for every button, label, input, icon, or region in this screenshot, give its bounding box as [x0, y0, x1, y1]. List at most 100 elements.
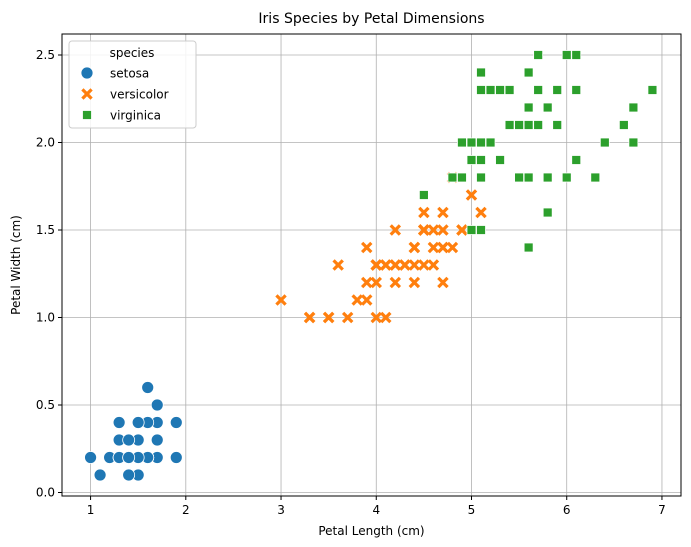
- x-marker-stroke: [427, 224, 440, 236]
- versicolor-point: [408, 259, 421, 271]
- x-marker-stroke: [380, 311, 392, 324]
- x-marker-stroke: [408, 259, 421, 271]
- virginica-point: [476, 67, 486, 78]
- versicolor-point: [475, 206, 487, 219]
- versicolor-point: [370, 259, 382, 271]
- versicolor-point: [446, 241, 459, 254]
- x-marker-stroke: [303, 311, 316, 324]
- virginica-point: [523, 67, 534, 78]
- virginica-point: [457, 137, 467, 148]
- setosa-point: [131, 416, 145, 429]
- y-tick-label: 0.5: [36, 398, 55, 412]
- x-marker-stroke: [465, 189, 478, 201]
- virginica-point: [542, 207, 553, 218]
- versicolor-point: [418, 224, 430, 236]
- virginica-point: [495, 155, 505, 165]
- y-tick-label: 0.0: [36, 486, 55, 500]
- versicolor-point: [465, 189, 478, 201]
- setosa-point: [122, 433, 136, 447]
- virginica-point: [466, 225, 477, 235]
- versicolor-point: [361, 294, 373, 306]
- x-marker-stroke: [408, 241, 421, 254]
- virginica-point: [533, 50, 544, 60]
- versicolor-point: [275, 294, 287, 306]
- plot-area-frame: [61, 33, 682, 497]
- x-marker-stroke: [456, 224, 468, 236]
- versicolor-point: [380, 311, 392, 324]
- series-setosa: [84, 381, 183, 482]
- x-axis-label: Petal Length (cm): [318, 524, 424, 538]
- versicolor-point: [322, 311, 335, 324]
- x-marker-stroke: [370, 259, 382, 271]
- versicolor-point: [370, 311, 382, 324]
- x-marker-stroke: [399, 259, 411, 271]
- virginica-point: [647, 85, 658, 95]
- virginica-point: [542, 172, 553, 183]
- x-marker-stroke: [351, 294, 363, 306]
- virginica-point: [504, 120, 515, 130]
- virginica-point: [485, 137, 496, 148]
- virginica-point: [466, 155, 477, 165]
- versicolor-point: [427, 224, 440, 236]
- setosa-point: [112, 416, 126, 429]
- virginica-point: [457, 172, 467, 183]
- legend-label-virginica: virginica: [110, 109, 161, 123]
- virginica-point: [523, 102, 534, 113]
- legend-marker-setosa: [80, 66, 94, 80]
- versicolor-point: [427, 259, 440, 271]
- virginica-point: [523, 172, 534, 183]
- virginica-point: [533, 120, 544, 130]
- virginica-point: [476, 172, 486, 183]
- versicolor-point: [303, 311, 316, 324]
- versicolor-point: [418, 206, 430, 219]
- x-marker-stroke: [427, 241, 440, 254]
- versicolor-point: [332, 259, 344, 271]
- versicolor-point: [351, 294, 363, 306]
- y-tick-label: 2.0: [36, 136, 55, 150]
- versicolor-point: [389, 276, 402, 289]
- virginica-point: [476, 225, 486, 235]
- versicolor-point: [437, 224, 449, 236]
- versicolor-point: [408, 276, 421, 289]
- y-tick-label: 2.5: [36, 48, 55, 62]
- x-marker-stroke: [437, 241, 449, 254]
- y-tick-label: 1.5: [36, 223, 55, 237]
- legend-box: [68, 40, 197, 129]
- virginica-point: [628, 137, 639, 148]
- x-marker-stroke: [275, 294, 287, 306]
- series-versicolor: [275, 171, 487, 324]
- setosa-point: [169, 416, 183, 429]
- virginica-point: [514, 172, 525, 183]
- x-marker-stroke: [418, 206, 430, 219]
- axis-ticks: 1 2 3 4 5 6 7 0.0 0.5 1.0 1.5 2.0 2.5: [36, 48, 666, 517]
- x-marker-stroke: [418, 224, 430, 236]
- virginica-point: [599, 137, 610, 148]
- versicolor-point: [437, 241, 449, 254]
- x-marker-stroke: [361, 276, 373, 289]
- versicolor-point: [380, 259, 392, 271]
- x-marker-stroke: [361, 294, 373, 306]
- x-marker-stroke: [446, 241, 459, 254]
- setosa-point: [141, 381, 155, 394]
- x-tick-label: 5: [468, 503, 476, 517]
- versicolor-point: [437, 276, 449, 289]
- setosa-point: [169, 451, 183, 464]
- virginica-point: [628, 102, 639, 113]
- setosa-point: [122, 451, 136, 464]
- x-marker-stroke: [370, 276, 382, 289]
- legend-label-setosa: setosa: [110, 67, 149, 81]
- versicolor-point: [418, 259, 430, 271]
- versicolor-point: [370, 276, 382, 289]
- x-tick-label: 3: [277, 503, 285, 517]
- x-marker-stroke: [380, 259, 392, 271]
- x-marker-stroke: [389, 224, 402, 236]
- virginica-point: [418, 190, 429, 200]
- x-marker-stroke: [81, 88, 93, 100]
- virginica-point: [495, 85, 505, 95]
- virginica-point: [571, 155, 582, 165]
- versicolor-point: [341, 311, 354, 324]
- virginica-point: [476, 85, 486, 95]
- virginica-point: [514, 120, 525, 130]
- x-marker-stroke: [427, 259, 440, 271]
